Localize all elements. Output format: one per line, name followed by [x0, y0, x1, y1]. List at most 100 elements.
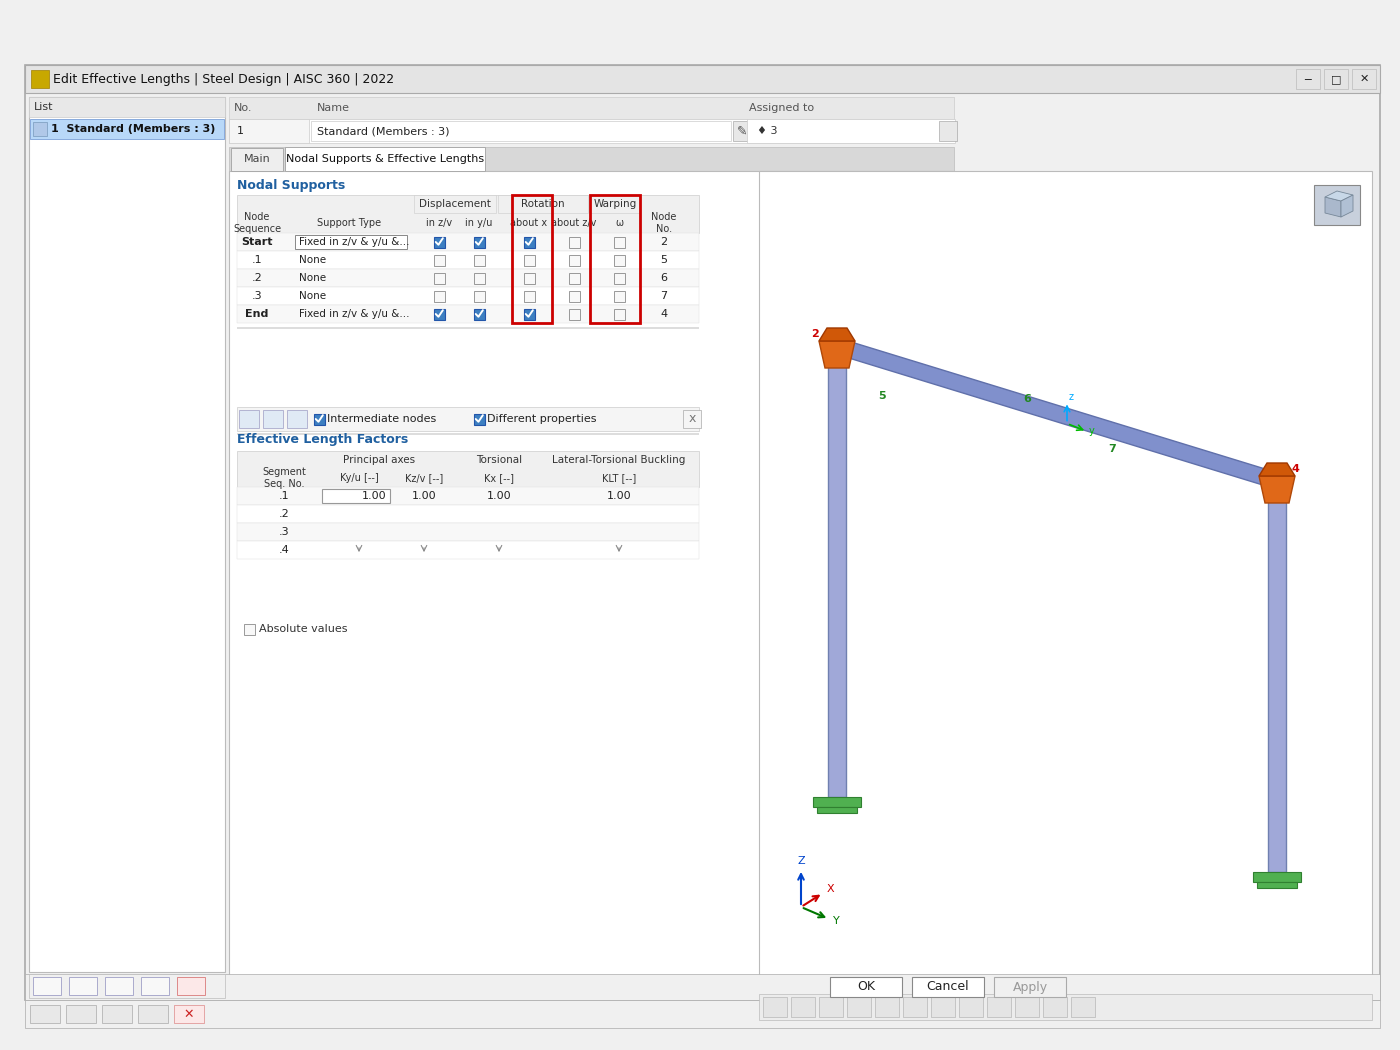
- Bar: [613, 254, 624, 266]
- Text: Torsional: Torsional: [476, 455, 522, 465]
- Bar: [29, 119, 224, 139]
- Bar: [568, 309, 580, 319]
- Bar: [66, 1005, 97, 1023]
- Text: ─: ─: [1305, 74, 1312, 84]
- Bar: [263, 410, 283, 428]
- Bar: [1296, 69, 1320, 89]
- Bar: [237, 487, 699, 505]
- Bar: [524, 309, 535, 319]
- Bar: [237, 433, 699, 435]
- Bar: [813, 797, 861, 807]
- Bar: [589, 195, 640, 213]
- Text: Y: Y: [833, 916, 840, 926]
- Bar: [613, 291, 624, 301]
- Text: End: End: [245, 309, 269, 319]
- Bar: [244, 624, 255, 634]
- Text: .2: .2: [252, 273, 262, 284]
- Text: KLT [--]: KLT [--]: [602, 472, 636, 483]
- Text: y: y: [1089, 426, 1095, 437]
- Text: .1: .1: [252, 255, 262, 265]
- Bar: [473, 414, 484, 424]
- Text: No.: No.: [234, 103, 252, 113]
- Text: Nodal Supports: Nodal Supports: [237, 178, 346, 191]
- Text: about z/v: about z/v: [552, 218, 596, 228]
- Bar: [473, 309, 484, 319]
- Text: 6: 6: [661, 273, 668, 284]
- Text: Effective Length Factors: Effective Length Factors: [237, 434, 409, 446]
- Text: 2: 2: [661, 237, 668, 247]
- Text: x: x: [689, 413, 696, 425]
- Text: ω: ω: [615, 218, 623, 228]
- Polygon shape: [819, 341, 855, 367]
- Bar: [987, 998, 1011, 1017]
- Text: Displacement: Displacement: [419, 200, 491, 209]
- Text: in z/v: in z/v: [426, 218, 452, 228]
- Bar: [139, 1005, 168, 1023]
- Bar: [683, 410, 701, 428]
- Bar: [31, 70, 49, 88]
- Polygon shape: [1324, 191, 1352, 201]
- Text: 7: 7: [661, 291, 668, 301]
- Bar: [613, 309, 624, 319]
- Bar: [568, 273, 580, 284]
- Bar: [237, 251, 699, 269]
- Text: 4: 4: [661, 309, 668, 319]
- Bar: [237, 505, 699, 523]
- Bar: [1324, 69, 1348, 89]
- Text: Start: Start: [241, 237, 273, 247]
- Bar: [1315, 185, 1359, 225]
- Text: Node
Sequence: Node Sequence: [232, 212, 281, 234]
- Bar: [174, 1005, 204, 1023]
- Text: Edit Effective Lengths | Steel Design | AISC 360 | 2022: Edit Effective Lengths | Steel Design | …: [53, 72, 395, 85]
- Bar: [176, 976, 204, 995]
- Text: Kx [--]: Kx [--]: [484, 472, 514, 483]
- Bar: [237, 327, 699, 329]
- Bar: [237, 287, 699, 304]
- Text: X: X: [827, 884, 834, 894]
- Text: Fixed in z/v & y/u &...: Fixed in z/v & y/u &...: [300, 237, 409, 247]
- Text: ✕: ✕: [1359, 74, 1369, 84]
- Bar: [230, 119, 953, 143]
- Bar: [230, 171, 953, 992]
- Bar: [827, 346, 846, 797]
- Text: Cancel: Cancel: [927, 981, 969, 993]
- Bar: [763, 998, 787, 1017]
- Text: ✕: ✕: [183, 1008, 195, 1021]
- Bar: [29, 97, 225, 117]
- Bar: [1253, 872, 1301, 882]
- Bar: [1015, 998, 1039, 1017]
- Bar: [734, 121, 750, 141]
- Bar: [875, 998, 899, 1017]
- Bar: [819, 998, 843, 1017]
- Text: 5: 5: [661, 255, 668, 265]
- Bar: [25, 1000, 1380, 1028]
- Bar: [568, 291, 580, 301]
- Bar: [911, 976, 984, 997]
- Text: 1.00: 1.00: [606, 491, 631, 501]
- Bar: [230, 97, 953, 119]
- Text: Intermediate nodes: Intermediate nodes: [328, 414, 437, 424]
- Bar: [931, 998, 955, 1017]
- Text: ✎: ✎: [736, 125, 748, 138]
- Bar: [25, 65, 1380, 93]
- Bar: [102, 1005, 132, 1023]
- Bar: [237, 269, 699, 287]
- Bar: [434, 309, 445, 319]
- Text: z: z: [1070, 393, 1074, 402]
- Polygon shape: [1259, 463, 1295, 476]
- Bar: [748, 119, 955, 143]
- Text: 5: 5: [878, 391, 886, 401]
- Text: Fixed in z/v & y/u &...: Fixed in z/v & y/u &...: [300, 309, 409, 319]
- Text: Apply: Apply: [1012, 981, 1047, 993]
- Bar: [29, 97, 225, 972]
- Polygon shape: [819, 328, 855, 341]
- Bar: [322, 489, 391, 503]
- Bar: [237, 233, 699, 251]
- Bar: [524, 291, 535, 301]
- Bar: [759, 171, 1372, 992]
- Bar: [34, 976, 62, 995]
- Bar: [29, 1005, 60, 1023]
- Text: Warping: Warping: [594, 200, 637, 209]
- Text: Main: Main: [244, 154, 270, 164]
- Text: 1.00: 1.00: [361, 491, 386, 501]
